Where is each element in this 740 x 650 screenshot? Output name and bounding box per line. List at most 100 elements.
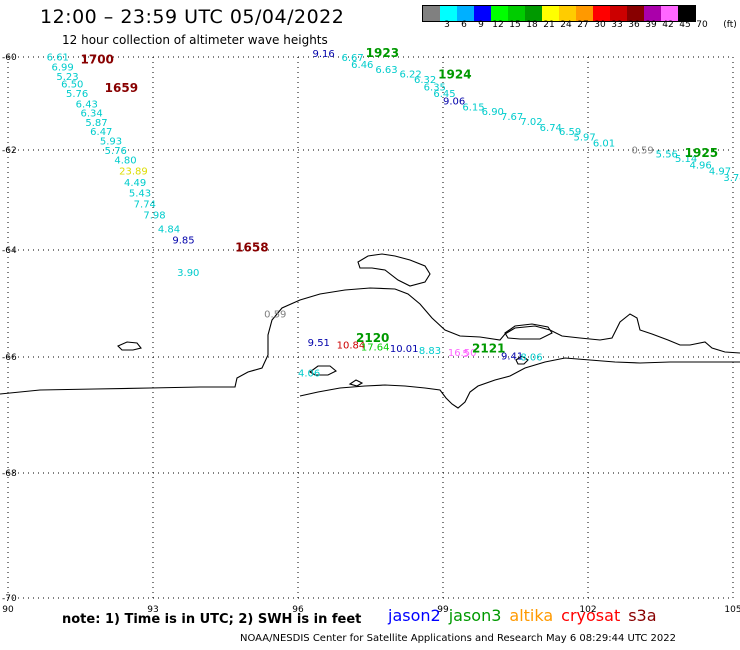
color-scale-swatch: [593, 6, 610, 21]
swh-value-label: 6.63: [375, 65, 397, 76]
latitude-tick-label: -64: [2, 246, 17, 256]
swh-value-label: 6.59: [559, 127, 581, 138]
longitude-tick-label: 93: [147, 605, 158, 615]
color-scale-swatch: [576, 6, 593, 21]
color-scale-label: 12: [492, 20, 504, 30]
island-west: [117, 341, 142, 351]
swh-value-label: 4.84: [158, 225, 180, 236]
satellite-legend-item: cryosat: [561, 606, 621, 625]
swh-value-label: 9.41: [501, 351, 523, 362]
longitude-tick-label: 90: [2, 605, 14, 615]
swh-value-label: 8.06: [520, 352, 542, 363]
color-scale-label: 6: [461, 20, 467, 30]
swh-value-label: 6.61: [47, 52, 69, 63]
color-scale-label: 3: [444, 20, 450, 30]
swh-value-label: 7.74: [134, 200, 156, 211]
swh-value-label: 5.76: [66, 89, 88, 100]
color-scale-label: 39: [645, 20, 657, 30]
swh-value-label: 5.43: [129, 189, 151, 200]
swh-value-label: 4.96: [690, 161, 712, 172]
coastline: [0, 253, 740, 409]
swh-value-label: 5.23: [56, 72, 78, 83]
color-scale-swatch: [457, 6, 474, 21]
swh-value-label: 4.49: [124, 178, 146, 189]
pass-time-label: 2120: [356, 331, 389, 345]
color-scale-swatch: [491, 6, 508, 21]
latitude-tick-label: -66: [2, 353, 17, 363]
color-scale-label: 42: [662, 20, 674, 30]
footer-note: note: 1) Time is in UTC; 2) SWH is in fe…: [62, 612, 362, 627]
swh-value-label: 4.97: [709, 167, 731, 178]
axis-tick-labels: 90 93 96 99 102 105 -60 -62 -64 -66 -68 -70: [2, 53, 740, 615]
satellite-legend: jason2 jason3 altika cryosat s3a: [388, 606, 665, 625]
color-scale-swatch: [423, 6, 440, 21]
swh-value-label: 6.32: [414, 75, 436, 86]
swh-value-label: 5.97: [574, 133, 596, 144]
color-scale-label: 15: [509, 20, 521, 30]
color-scale-swatch: [525, 6, 542, 21]
swh-value-label: 6.15: [462, 102, 484, 113]
pass-time-label: 1658: [235, 241, 268, 255]
swh-value-label: 8.83: [419, 346, 441, 357]
color-scale-swatch: [559, 6, 576, 21]
longitude-tick-label: 105: [724, 605, 740, 615]
swh-value-label: 6.22: [400, 69, 422, 80]
color-scale-bar: [422, 5, 696, 22]
swh-value-label: 5: [462, 349, 468, 360]
color-scale-label: 36: [628, 20, 640, 30]
antarctic-coastline: [0, 287, 740, 395]
pass-time-label: 1923: [366, 46, 399, 60]
color-scale-swatch: [440, 6, 457, 21]
swh-value-label: 5.76: [105, 146, 127, 157]
longitude-tick-label: 99: [437, 605, 449, 615]
swh-value-label: 6.99: [52, 62, 74, 73]
swh-value-label: 17.64: [361, 343, 390, 354]
swh-value-label: 6.67: [342, 53, 364, 64]
satellite-legend-item: jason2: [388, 606, 441, 625]
swh-value-label: 0.59: [264, 309, 286, 320]
color-scale-unit: (ft): [723, 20, 737, 30]
color-scale-swatch: [627, 6, 644, 21]
latitude-tick-label: -60: [2, 53, 17, 63]
swh-value-label: 6.01: [593, 138, 615, 149]
footer-credit: NOAA/NESDIS Center for Satellite Applica…: [240, 633, 676, 644]
swh-value-label: 16.50: [448, 348, 477, 359]
map-title: 12:00 – 23:59 UTC 05/04/2022: [40, 6, 345, 28]
swh-value-label: 6.47: [90, 127, 112, 138]
latitude-tick-label: -70: [2, 594, 17, 604]
color-scale-label: 70: [696, 20, 708, 30]
color-scale-label: 45: [679, 20, 691, 30]
swh-value-label: 9.85: [172, 236, 194, 247]
swh-value-label: 4.80: [114, 156, 136, 167]
color-scale-label: 24: [560, 20, 572, 30]
swh-value-label: 23.89: [119, 167, 148, 178]
satellite-legend-item: altika: [509, 606, 554, 625]
color-scale-label: 18: [526, 20, 538, 30]
color-scale-swatch: [542, 6, 559, 21]
ice-shelf-edge: [299, 357, 740, 409]
color-scale-label: 21: [543, 20, 555, 30]
swh-value-label: 6.34: [81, 109, 103, 120]
swh-value-label: 9.51: [308, 338, 330, 349]
grid-lines: [7, 56, 734, 599]
satellite-legend-item: jason3: [448, 606, 502, 625]
swh-value-label: 7.67: [501, 112, 523, 123]
swh-value-label: 5.93: [100, 136, 122, 147]
island-north: [357, 253, 431, 287]
swh-value-label: 6.74: [540, 123, 562, 134]
island-small: [348, 379, 364, 387]
pass-time-label: 2121: [472, 342, 505, 356]
island-bay: [515, 355, 529, 365]
swh-value-label: 6.50: [61, 80, 83, 91]
swh-value-label: 6.45: [433, 89, 455, 100]
latitude-tick-label: -62: [2, 146, 17, 156]
color-scale-swatch: [678, 6, 695, 21]
swh-labels: 6.616.995.236.505.766.436.345.876.475.93…: [47, 49, 740, 380]
pass-time-label: 1659: [105, 81, 138, 95]
color-scale-swatch: [474, 6, 491, 21]
swh-value-label: 5.87: [85, 118, 107, 129]
swh-value-label: 7.98: [143, 211, 165, 222]
color-scale-label: 33: [611, 20, 623, 30]
swh-value-label: 6.35: [424, 82, 446, 93]
swh-value-label: 10.01: [390, 344, 419, 355]
